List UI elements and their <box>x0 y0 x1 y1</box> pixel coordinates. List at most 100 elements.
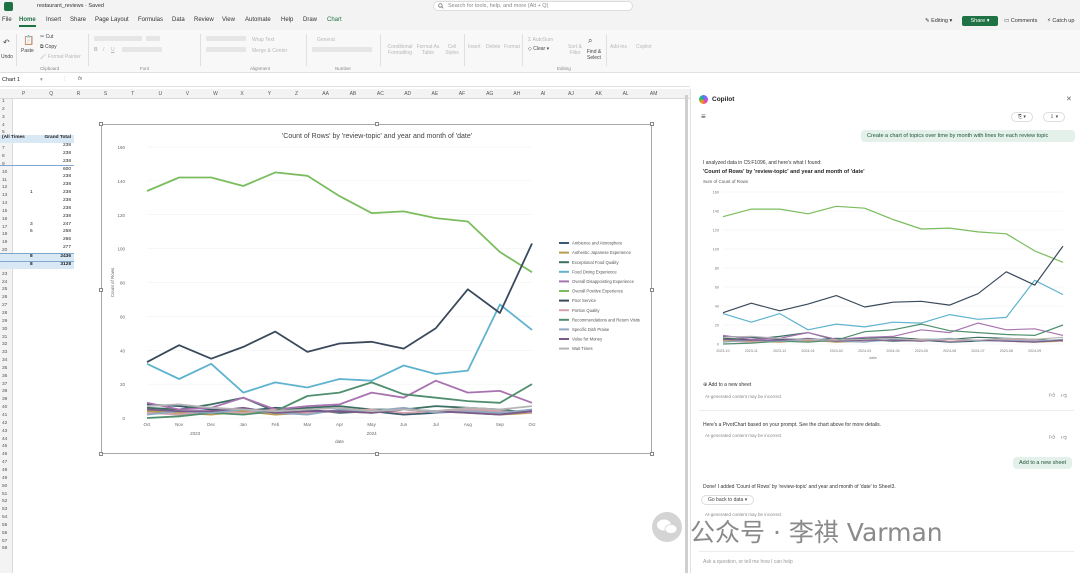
pivot-row[interactable]: 277 <box>0 245 74 253</box>
format-cells-button[interactable]: Format <box>504 44 520 50</box>
pivot-cell[interactable]: 2436 <box>60 253 71 259</box>
pivot-cell[interactable]: 258 <box>62 229 71 235</box>
autosum-button[interactable]: Σ AutoSum <box>528 37 554 43</box>
pivot-row[interactable]: 1 238 <box>0 190 74 198</box>
row-header[interactable]: 44 <box>2 436 8 442</box>
row-header[interactable]: 1 <box>2 99 5 104</box>
row-header[interactable]: 37 <box>2 381 8 387</box>
pivot-cell[interactable]: 238 <box>62 174 71 180</box>
paste-icon[interactable]: 📋 <box>23 35 35 45</box>
fx-icon[interactable]: fx <box>78 76 83 82</box>
pivot-row[interactable]: 238 <box>0 143 74 151</box>
alignment-buttons[interactable] <box>206 36 246 41</box>
row-header[interactable]: 50 <box>2 483 8 489</box>
row-header[interactable]: 58 <box>2 546 8 552</box>
row-header[interactable]: 13 <box>2 193 8 199</box>
catch-up-button[interactable]: ⚡ Catch up <box>1047 18 1075 24</box>
column-header[interactable]: AL <box>622 91 629 97</box>
pivot-cell[interactable]: 238 <box>62 182 71 188</box>
row-header[interactable]: 27 <box>2 303 8 309</box>
row-header[interactable]: 53 <box>2 507 8 513</box>
pivot-cell[interactable]: 5 <box>30 229 33 235</box>
row-header[interactable]: 47 <box>2 460 8 466</box>
column-header[interactable]: AC <box>376 91 384 97</box>
row-header[interactable]: 35 <box>2 365 8 371</box>
tab-insert[interactable]: Insert <box>46 17 62 23</box>
row-header[interactable]: 16 <box>2 216 8 222</box>
column-header[interactable]: T <box>131 91 135 97</box>
pivot-row[interactable]: 8 3128 <box>0 260 74 269</box>
column-header[interactable]: Y <box>267 91 272 97</box>
resize-handle[interactable] <box>99 288 103 292</box>
format-as-table-button[interactable]: Format As Table <box>416 44 440 56</box>
row-header[interactable]: 57 <box>2 538 8 544</box>
row-header[interactable]: 8 <box>2 153 5 159</box>
column-header[interactable]: R <box>76 91 81 97</box>
column-header[interactable]: AI <box>540 91 546 97</box>
row-header[interactable]: 24 <box>2 279 8 285</box>
find-icon[interactable]: ⌕ <box>588 36 593 45</box>
delete-cells-button[interactable]: Delete <box>486 44 501 50</box>
bold-button[interactable]: B <box>94 47 98 53</box>
tab-help[interactable]: Help <box>281 17 294 23</box>
merge-center-button[interactable]: Merge & Center <box>252 48 288 54</box>
row-header[interactable]: 34 <box>2 358 8 364</box>
thumbs-up-icon[interactable]: 👍︎ <box>1049 393 1056 399</box>
column-header[interactable]: S <box>103 91 108 97</box>
row-header[interactable]: 14 <box>2 201 8 207</box>
column-header[interactable]: P <box>22 91 26 97</box>
pivot-row[interactable]: 8 2436 <box>0 252 74 261</box>
row-header[interactable]: 43 <box>2 428 8 434</box>
row-header[interactable]: 36 <box>2 373 8 379</box>
thumbs-up-icon[interactable]: 👍︎ <box>1049 435 1056 441</box>
resize-handle[interactable] <box>375 122 379 126</box>
chat-input[interactable]: Ask a question, or tell me how I can hel… <box>699 551 1074 569</box>
row-header[interactable]: 51 <box>2 491 8 497</box>
row-header[interactable]: 42 <box>2 420 8 426</box>
pivot-cell[interactable]: 1 <box>30 190 33 196</box>
pivot-cell[interactable]: 238 <box>62 197 71 203</box>
row-header[interactable]: 29 <box>2 318 8 324</box>
tab-view[interactable]: View <box>222 17 235 23</box>
column-header[interactable]: AM <box>649 91 658 97</box>
row-header[interactable]: 3 <box>2 114 5 120</box>
row-header[interactable]: 20 <box>2 248 8 254</box>
row-header[interactable]: 32 <box>2 342 8 348</box>
column-header[interactable]: AB <box>349 91 357 97</box>
resize-handle[interactable] <box>650 452 654 456</box>
row-header[interactable]: 48 <box>2 467 8 473</box>
row-header[interactable]: 31 <box>2 334 8 340</box>
pivot-cell[interactable]: 600 <box>62 166 71 172</box>
row-header[interactable]: 45 <box>2 444 8 450</box>
insert-cells-button[interactable]: Insert <box>468 44 481 50</box>
font-format-buttons[interactable] <box>122 47 162 52</box>
tab-formulas[interactable]: Formulas <box>138 17 164 23</box>
tab-review[interactable]: Review <box>194 17 214 23</box>
pivot-row[interactable]: 266 <box>0 237 74 245</box>
pivot-cell[interactable]: 238 <box>62 150 71 156</box>
row-header[interactable]: 30 <box>2 326 8 332</box>
thumbs-down-icon[interactable]: 👎︎ <box>1061 435 1068 441</box>
clear-button[interactable]: ◇ Clear ▾ <box>528 46 550 52</box>
column-header[interactable]: AH <box>513 91 521 97</box>
row-header[interactable]: 10 <box>2 169 8 175</box>
tab-share[interactable]: Share <box>70 17 87 23</box>
column-header[interactable]: Q <box>49 91 54 97</box>
row-header[interactable]: 5 <box>2 130 5 136</box>
pivot-row[interactable]: 238 <box>0 198 74 206</box>
pivot-row[interactable]: 238 <box>0 182 74 190</box>
font-name-dropdown[interactable] <box>94 36 142 41</box>
pivot-cell[interactable]: 3 <box>30 221 33 227</box>
row-header[interactable]: 4 <box>2 122 5 128</box>
thumbs-down-icon[interactable]: 👎︎ <box>1061 393 1068 399</box>
resize-handle[interactable] <box>650 288 654 292</box>
column-header[interactable]: AD <box>404 91 412 97</box>
pivot-cell[interactable]: 8 <box>30 253 33 259</box>
row-header[interactable]: 19 <box>2 240 8 246</box>
sort-filter-button[interactable]: Sort & Filter <box>568 44 582 56</box>
column-header[interactable]: W <box>213 91 218 97</box>
pivot-row[interactable]: 238 <box>0 174 74 182</box>
share-button[interactable]: Share ▾ <box>962 16 998 26</box>
pivot-row[interactable]: 238 <box>0 214 74 222</box>
tab-home[interactable]: Home <box>19 17 36 27</box>
